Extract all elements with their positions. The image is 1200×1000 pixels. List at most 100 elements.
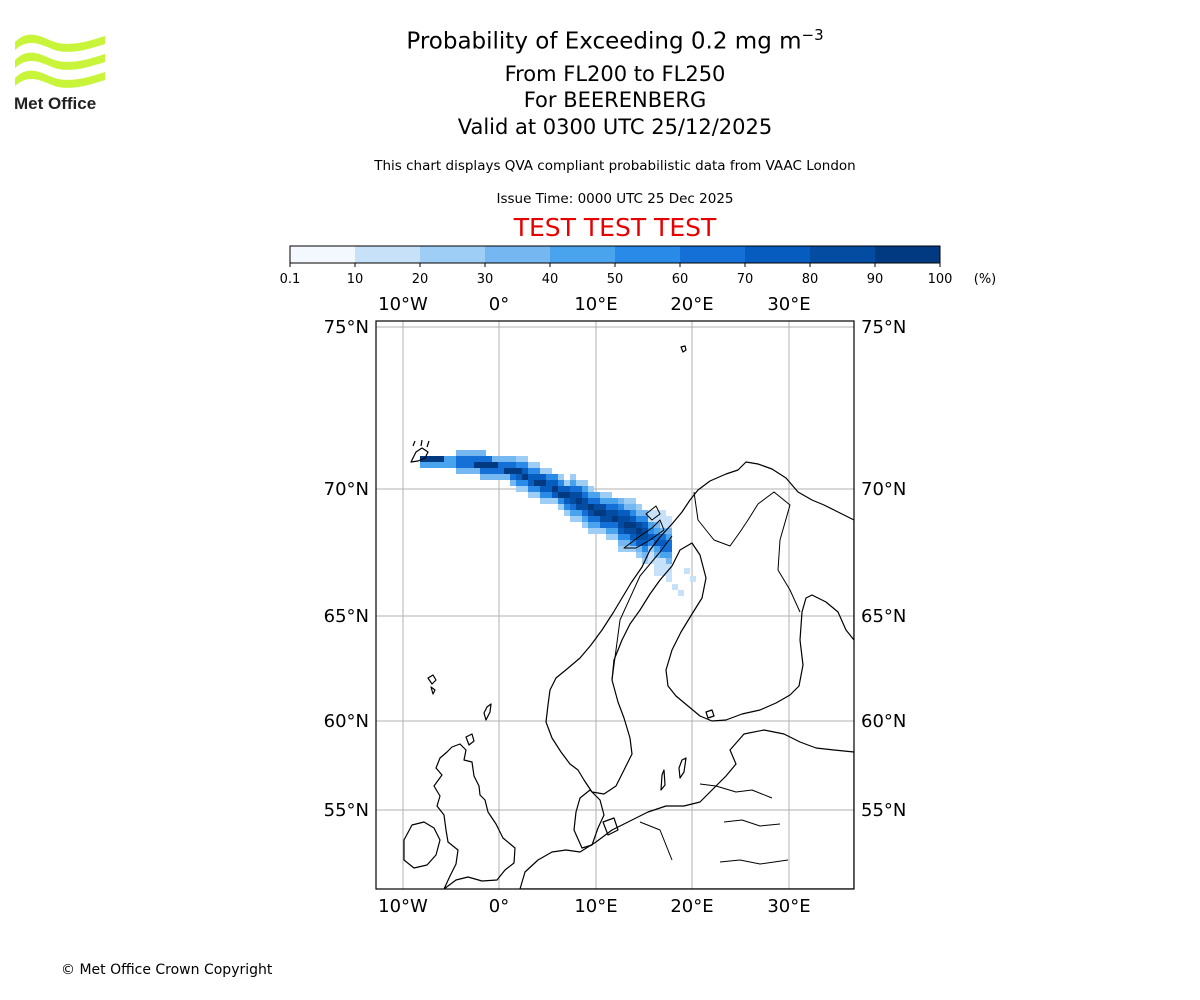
plume-cell bbox=[558, 504, 564, 510]
plume-cell bbox=[420, 462, 426, 468]
plume-cell bbox=[666, 522, 672, 528]
plume-cell bbox=[660, 552, 666, 558]
plume-cell bbox=[576, 486, 582, 492]
plume-cell bbox=[486, 474, 492, 480]
plume-cell bbox=[540, 492, 546, 498]
plume-cell bbox=[618, 546, 624, 552]
lat-tick-right: 70°N bbox=[861, 479, 906, 500]
plume-cell bbox=[612, 534, 618, 540]
plume-cell bbox=[432, 456, 438, 462]
plume-cell bbox=[504, 462, 510, 468]
plume-cell bbox=[594, 516, 600, 522]
plume-cell bbox=[432, 462, 438, 468]
plume-cell bbox=[582, 480, 588, 486]
plume-cell bbox=[564, 510, 570, 516]
colorbar-tick-label: 0.1 bbox=[280, 272, 301, 287]
plume-cell bbox=[630, 504, 636, 510]
coast-continent bbox=[519, 729, 854, 889]
coast-bear-island bbox=[680, 345, 687, 353]
plume-cell bbox=[588, 498, 594, 504]
plume-cell bbox=[612, 498, 618, 504]
validity-time: Valid at 0300 UTC 25/12/2025 bbox=[457, 115, 773, 139]
coast-ireland bbox=[403, 821, 441, 869]
plume-cell bbox=[606, 510, 612, 516]
plume-cell bbox=[636, 528, 642, 534]
plume-cell bbox=[618, 540, 624, 546]
plume-cell bbox=[636, 504, 642, 510]
plume-cell bbox=[570, 486, 576, 492]
plume-cell bbox=[576, 504, 582, 510]
plume-cell bbox=[594, 504, 600, 510]
axis-ticks: 10°W 0° 10°E 20°E 30°E 10°W 0° 10°E 20°E… bbox=[324, 294, 907, 917]
plume-cell bbox=[528, 486, 534, 492]
lat-tick-right: 65°N bbox=[861, 606, 906, 627]
plume-cell bbox=[564, 498, 570, 504]
plume-cell bbox=[498, 456, 504, 462]
plume-cell bbox=[666, 546, 672, 552]
plume-cell bbox=[534, 486, 540, 492]
plume-cell bbox=[660, 534, 666, 540]
plume-cell bbox=[450, 456, 456, 462]
coastlines bbox=[403, 345, 854, 889]
plume-cell bbox=[582, 516, 588, 522]
plume-cell bbox=[570, 504, 576, 510]
plume-cell bbox=[612, 510, 618, 516]
lon-tick-top: 0° bbox=[489, 294, 509, 315]
plume-cell bbox=[474, 468, 480, 474]
plume-cell bbox=[576, 510, 582, 516]
plume-cell bbox=[456, 456, 462, 462]
plume-cell bbox=[606, 492, 612, 498]
colorbar-tick-label: 50 bbox=[607, 272, 624, 287]
plume-cell bbox=[630, 498, 636, 504]
map-panel bbox=[375, 320, 855, 890]
plume-cell bbox=[552, 474, 558, 480]
plume-cell bbox=[558, 498, 564, 504]
plume-cell bbox=[552, 492, 558, 498]
plume-cell bbox=[624, 498, 630, 504]
plume-cell bbox=[630, 534, 636, 540]
lon-tick-bottom: 10°E bbox=[574, 896, 617, 917]
plume-cell bbox=[468, 450, 474, 456]
plume-cell bbox=[660, 516, 666, 522]
plume-cell bbox=[582, 486, 588, 492]
plume-cell bbox=[426, 456, 432, 462]
plume-cell bbox=[612, 528, 618, 534]
plume-cell bbox=[468, 456, 474, 462]
plume-cell bbox=[552, 480, 558, 486]
plume-cell bbox=[546, 486, 552, 492]
plume-cell bbox=[666, 534, 672, 540]
colorbar-tick-label: 40 bbox=[542, 272, 559, 287]
plume-cell bbox=[456, 450, 462, 456]
plume-cell bbox=[648, 534, 654, 540]
plume-cell bbox=[594, 528, 600, 534]
plume-cell bbox=[558, 486, 564, 492]
lat-tick-left: 75°N bbox=[324, 317, 369, 338]
plume-cell bbox=[564, 492, 570, 498]
plume-cell bbox=[660, 568, 666, 574]
plume-cell bbox=[654, 522, 660, 528]
plume-cell bbox=[588, 510, 594, 516]
plume-cell bbox=[636, 522, 642, 528]
plume-cell bbox=[624, 534, 630, 540]
plume-cell bbox=[630, 546, 636, 552]
plume-cell bbox=[666, 552, 672, 558]
plume-cell bbox=[516, 486, 522, 492]
plume-cell bbox=[618, 504, 624, 510]
plume-cell bbox=[558, 474, 564, 480]
plume-cell bbox=[666, 558, 672, 564]
plume-cell bbox=[480, 468, 486, 474]
plume-cell bbox=[510, 474, 516, 480]
colorbar: 0.1 10 20 30 40 50 60 70 80 90 100 (%) bbox=[280, 245, 996, 287]
plume-cell bbox=[522, 486, 528, 492]
plume-cell bbox=[630, 522, 636, 528]
plume-cell bbox=[456, 468, 462, 474]
coast-jan-mayen bbox=[410, 447, 429, 463]
plume-cell bbox=[690, 576, 696, 582]
plume-cell bbox=[582, 510, 588, 516]
plume-cell bbox=[612, 516, 618, 522]
plume-cell bbox=[612, 522, 618, 528]
plume-cell bbox=[588, 522, 594, 528]
plume-cell bbox=[456, 462, 462, 468]
plume-cell bbox=[684, 568, 690, 574]
plume-cell bbox=[534, 462, 540, 468]
